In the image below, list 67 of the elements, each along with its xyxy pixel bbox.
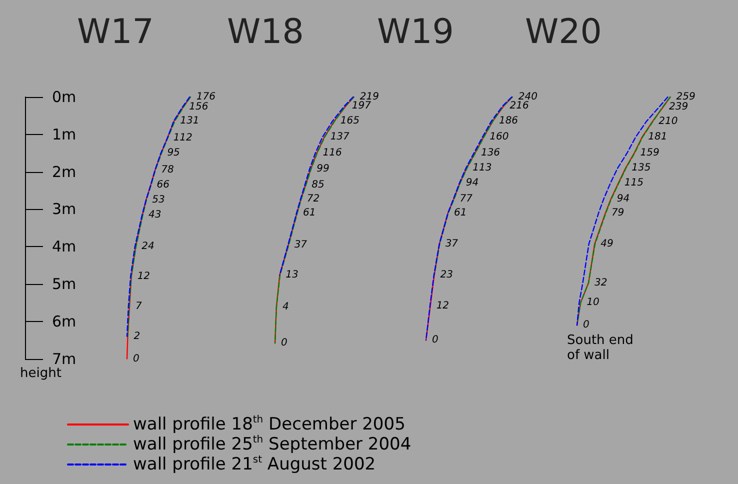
data-label: 116 bbox=[322, 148, 342, 159]
y-tick-label: 3m bbox=[52, 200, 76, 218]
data-label: 49 bbox=[600, 238, 614, 250]
data-label: 13 bbox=[286, 270, 298, 281]
data-label: 216 bbox=[510, 100, 529, 112]
data-label: 66 bbox=[156, 179, 170, 190]
data-label: 0 bbox=[133, 353, 140, 364]
chart-title: W17 bbox=[77, 12, 154, 52]
data-label: 94 bbox=[616, 194, 630, 205]
data-label: 259 bbox=[676, 92, 696, 102]
data-label: 94 bbox=[466, 178, 479, 189]
data-label: 131 bbox=[180, 115, 200, 126]
data-label: 12 bbox=[137, 271, 150, 282]
data-label: 7 bbox=[136, 300, 143, 312]
data-label: 176 bbox=[196, 92, 216, 102]
annotation: South end of wall bbox=[567, 332, 634, 363]
y-axis-title: height bbox=[20, 366, 62, 381]
data-label: 10 bbox=[586, 297, 600, 308]
data-label: 85 bbox=[312, 179, 324, 190]
data-label: 77 bbox=[460, 194, 474, 205]
data-label: 240 bbox=[518, 92, 538, 102]
data-label: 219 bbox=[360, 92, 379, 102]
data-label: 186 bbox=[498, 115, 518, 126]
data-label: 72 bbox=[306, 194, 320, 205]
data-label: 43 bbox=[148, 209, 162, 220]
y-tick-label: 7m bbox=[52, 350, 76, 368]
data-label: 0 bbox=[583, 320, 590, 331]
data-label: 23 bbox=[440, 270, 454, 281]
data-label: 115 bbox=[624, 178, 644, 189]
data-label: 61 bbox=[454, 207, 467, 218]
data-label: 0 bbox=[432, 334, 438, 346]
chart-title: W18 bbox=[227, 12, 304, 52]
data-label: 159 bbox=[640, 148, 660, 159]
data-label: 210 bbox=[658, 116, 678, 127]
data-label: 0 bbox=[281, 338, 288, 349]
data-label: 165 bbox=[340, 115, 360, 126]
y-tick-label: 6m bbox=[52, 312, 76, 330]
y-tick-label: 5m bbox=[52, 275, 76, 293]
data-label: 61 bbox=[302, 207, 316, 218]
data-label: 79 bbox=[611, 207, 624, 218]
y-tick-label: 1m bbox=[52, 125, 76, 144]
data-label: 2 bbox=[134, 330, 140, 342]
data-label: 137 bbox=[330, 132, 350, 143]
data-label: 197 bbox=[352, 100, 372, 112]
data-label: 4 bbox=[282, 301, 289, 312]
data-label: 99 bbox=[316, 164, 330, 175]
data-label: 24 bbox=[142, 241, 154, 252]
data-label: 239 bbox=[669, 102, 688, 113]
data-label: 113 bbox=[472, 162, 492, 174]
data-label: 160 bbox=[490, 132, 509, 143]
data-label: 32 bbox=[594, 277, 608, 288]
data-label: 156 bbox=[189, 102, 208, 113]
chart-title: W20 bbox=[525, 12, 602, 52]
data-label: 78 bbox=[161, 164, 174, 176]
data-label: 53 bbox=[152, 194, 165, 206]
y-tick-label: 2m bbox=[52, 162, 76, 181]
data-label: 37 bbox=[294, 240, 308, 251]
data-label: 136 bbox=[480, 148, 500, 159]
data-label: 135 bbox=[632, 162, 651, 174]
data-label: 12 bbox=[436, 300, 450, 312]
data-label: 37 bbox=[445, 238, 459, 250]
y-tick-label: 4m bbox=[52, 238, 76, 256]
data-label: 95 bbox=[167, 148, 180, 159]
data-label: 112 bbox=[173, 132, 192, 144]
y-tick-label: 0m bbox=[52, 88, 76, 106]
chart-title: W19 bbox=[377, 12, 454, 52]
data-label: 181 bbox=[648, 132, 668, 143]
